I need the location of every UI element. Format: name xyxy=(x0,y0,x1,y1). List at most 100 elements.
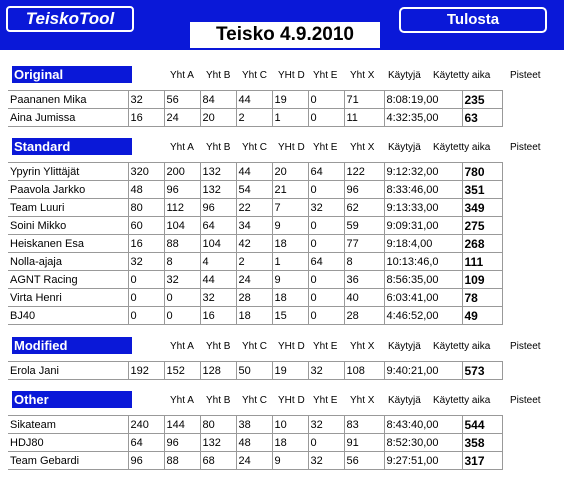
value-cell: 84 xyxy=(199,90,237,109)
value-cell: 9:09:31,00 xyxy=(383,216,463,235)
column-header: Yht B xyxy=(206,142,231,153)
team-name-cell: Ypyrin Ylittäjät xyxy=(8,162,128,181)
team-name-cell: Nolla-ajaja xyxy=(8,252,128,271)
category-banner-standard: Standard xyxy=(12,138,132,155)
value-cell: 91 xyxy=(343,433,385,452)
points-cell: 317 xyxy=(461,451,503,470)
value-cell: 0 xyxy=(127,288,165,307)
points-cell: 109 xyxy=(461,270,503,289)
value-cell: 1 xyxy=(271,108,309,127)
results-table-other: Sikateam 240 144 80 38 10 32 83 8:43:40,00 544 HDJ… xyxy=(8,415,503,470)
value-cell: 144 xyxy=(163,415,201,434)
value-cell: 56 xyxy=(343,451,385,470)
value-cell: 18 xyxy=(235,306,273,325)
value-cell: 68 xyxy=(199,451,237,470)
value-cell: 0 xyxy=(307,288,345,307)
column-header: YHt D xyxy=(278,142,305,153)
value-cell: 32 xyxy=(307,415,345,434)
value-cell: 16 xyxy=(127,108,165,127)
value-cell: 22 xyxy=(235,198,273,217)
value-cell: 42 xyxy=(235,234,273,253)
value-cell: 10:13:46,0 xyxy=(383,252,463,271)
value-cell: 44 xyxy=(235,162,273,181)
value-cell: 0 xyxy=(307,433,345,452)
value-cell: 104 xyxy=(163,216,201,235)
column-header: Yht C xyxy=(242,395,268,406)
table-row: Heiskanen Esa 16 88 104 42 18 0 77 9:18:4,00 268 xyxy=(8,234,503,253)
table-row: Team Luuri 80 112 96 22 7 32 62 9:13:33,00 349 xyxy=(8,198,503,217)
value-cell: 192 xyxy=(127,361,165,380)
column-header: Yht E xyxy=(313,395,338,406)
value-cell: 18 xyxy=(271,433,309,452)
value-cell: 9:12:32,00 xyxy=(383,162,463,181)
team-name-cell: BJ40 xyxy=(8,306,128,325)
team-name-cell: Erola Jani xyxy=(8,361,128,380)
column-header: Yht C xyxy=(242,70,268,81)
value-cell: 28 xyxy=(343,306,385,325)
table-row: Soini Mikko 60 104 64 34 9 0 59 9:09:31,00 275 xyxy=(8,216,503,235)
points-cell: 780 xyxy=(461,162,503,181)
value-cell: 20 xyxy=(271,162,309,181)
table-row: Aina Jumissa 16 24 20 2 1 0 11 4:32:35,00 63 xyxy=(8,108,503,127)
value-cell: 40 xyxy=(343,288,385,307)
value-cell: 152 xyxy=(163,361,201,380)
value-cell: 44 xyxy=(199,270,237,289)
category-banner-original: Original xyxy=(12,66,132,83)
results-table-original: Paananen Mika 32 56 84 44 19 0 71 8:08:19,00 235 A… xyxy=(8,90,503,127)
value-cell: 132 xyxy=(199,162,237,181)
value-cell: 8:33:46,00 xyxy=(383,180,463,199)
value-cell: 64 xyxy=(307,162,345,181)
value-cell: 54 xyxy=(235,180,273,199)
value-cell: 0 xyxy=(307,180,345,199)
team-name-cell: Team Gebardi xyxy=(8,451,128,470)
value-cell: 132 xyxy=(199,433,237,452)
value-cell: 0 xyxy=(307,90,345,109)
value-cell: 48 xyxy=(127,180,165,199)
points-cell: 573 xyxy=(461,361,503,380)
value-cell: 16 xyxy=(199,306,237,325)
value-cell: 83 xyxy=(343,415,385,434)
value-cell: 18 xyxy=(271,234,309,253)
header-bar: TeiskoTool Teisko 4.9.2010 Tulosta xyxy=(0,0,564,50)
category-banner-other: Other xyxy=(12,391,132,408)
points-cell: 235 xyxy=(461,90,503,109)
value-cell: 48 xyxy=(235,433,273,452)
table-row: Erola Jani 192 152 128 50 19 32 108 9:40:21,00 57… xyxy=(8,361,503,380)
value-cell: 9 xyxy=(271,216,309,235)
table-row: Nolla-ajaja 32 8 4 2 1 64 8 10:13:46,0 111 xyxy=(8,252,503,271)
value-cell: 4:32:35,00 xyxy=(383,108,463,127)
value-cell: 104 xyxy=(199,234,237,253)
table-row: Paavola Jarkko 48 96 132 54 21 0 96 8:33:46,00 35… xyxy=(8,180,503,199)
points-cell: 111 xyxy=(461,252,503,271)
column-header: Käytyjä xyxy=(388,70,421,81)
points-cell: 49 xyxy=(461,306,503,325)
table-row: AGNT Racing 0 32 44 24 9 0 36 8:56:35,00 109 xyxy=(8,270,503,289)
value-cell: 0 xyxy=(307,306,345,325)
value-cell: 88 xyxy=(163,234,201,253)
value-cell: 8 xyxy=(163,252,201,271)
column-header: Yht X xyxy=(350,341,375,352)
value-cell: 88 xyxy=(163,451,201,470)
value-cell: 24 xyxy=(235,270,273,289)
column-header: Pisteet xyxy=(510,70,541,81)
value-cell: 32 xyxy=(163,270,201,289)
print-button[interactable]: Tulosta xyxy=(399,7,547,33)
value-cell: 36 xyxy=(343,270,385,289)
value-cell: 9 xyxy=(271,451,309,470)
value-cell: 1 xyxy=(271,252,309,271)
value-cell: 8:56:35,00 xyxy=(383,270,463,289)
table-row: Paananen Mika 32 56 84 44 19 0 71 8:08:19,00 235 xyxy=(8,90,503,109)
column-header: Käytyjä xyxy=(388,395,421,406)
value-cell: 80 xyxy=(127,198,165,217)
value-cell: 77 xyxy=(343,234,385,253)
value-cell: 50 xyxy=(235,361,273,380)
column-header: Yht X xyxy=(350,70,375,81)
team-name-cell: Team Luuri xyxy=(8,198,128,217)
column-header: Käytetty aika xyxy=(433,70,491,81)
value-cell: 64 xyxy=(127,433,165,452)
value-cell: 9:18:4,00 xyxy=(383,234,463,253)
value-cell: 6:03:41,00 xyxy=(383,288,463,307)
value-cell: 71 xyxy=(343,90,385,109)
column-header: Yht X xyxy=(350,395,375,406)
results-table-standard: Ypyrin Ylittäjät 320 200 132 44 20 64 122 9:12:3… xyxy=(8,162,503,325)
